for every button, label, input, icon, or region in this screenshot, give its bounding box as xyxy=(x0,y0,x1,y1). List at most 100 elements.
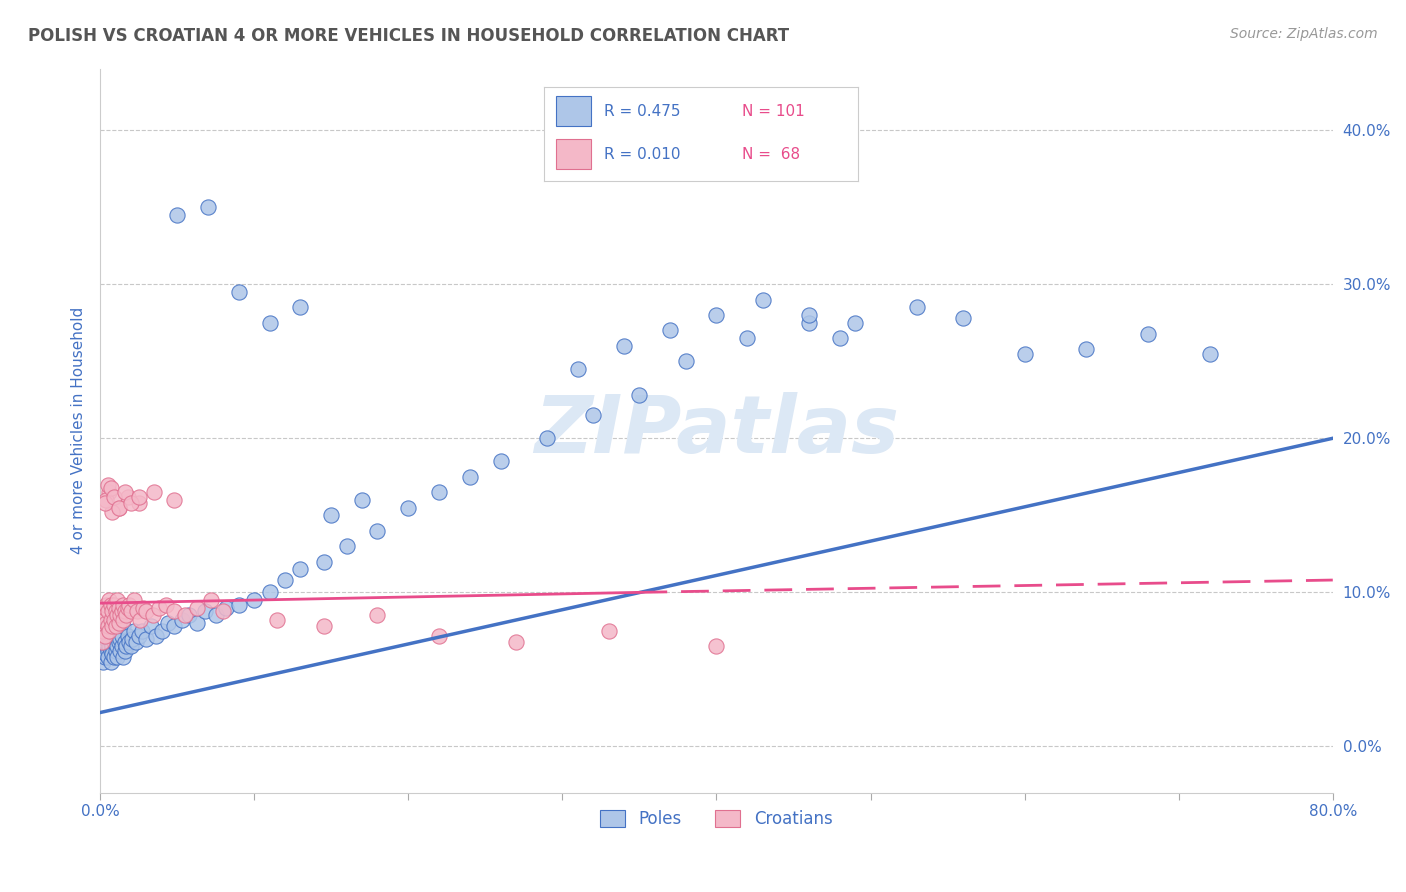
Point xyxy=(100,634,122,648)
Point xyxy=(312,619,335,633)
Point xyxy=(186,600,208,615)
Point xyxy=(98,593,121,607)
Point xyxy=(114,644,136,658)
Point xyxy=(120,496,142,510)
Point xyxy=(101,640,124,654)
Point xyxy=(274,573,297,587)
Point xyxy=(120,640,142,654)
Point xyxy=(100,613,122,627)
Point xyxy=(101,619,124,633)
Point xyxy=(1076,342,1098,356)
Point xyxy=(148,600,170,615)
Point xyxy=(352,492,374,507)
Point xyxy=(114,634,136,648)
Point xyxy=(150,624,173,638)
Point xyxy=(336,539,359,553)
Point xyxy=(101,647,124,661)
Point xyxy=(103,598,125,612)
Point xyxy=(751,293,773,307)
Point xyxy=(107,600,129,615)
Point xyxy=(91,624,114,638)
Point xyxy=(96,619,118,633)
Point xyxy=(312,555,335,569)
Point xyxy=(103,490,125,504)
Point xyxy=(366,524,388,538)
Point xyxy=(112,650,135,665)
Point xyxy=(170,613,193,627)
Point xyxy=(112,619,135,633)
Point xyxy=(105,608,128,623)
Point xyxy=(98,485,121,500)
Point xyxy=(952,311,974,326)
Point xyxy=(108,644,131,658)
Point xyxy=(166,208,188,222)
Point xyxy=(173,608,195,623)
Point xyxy=(101,505,124,519)
Point xyxy=(96,647,118,661)
Point xyxy=(135,632,157,646)
Point xyxy=(129,613,152,627)
Point xyxy=(243,593,266,607)
Point xyxy=(115,640,138,654)
Point xyxy=(259,316,281,330)
Point xyxy=(98,624,121,638)
Point xyxy=(98,632,121,646)
Point xyxy=(107,624,129,638)
Point xyxy=(706,308,728,322)
Point xyxy=(122,624,145,638)
Point xyxy=(101,604,124,618)
Point xyxy=(215,600,238,615)
Point xyxy=(155,598,177,612)
Point xyxy=(156,616,179,631)
Point xyxy=(145,628,167,642)
Point xyxy=(212,604,235,618)
Point xyxy=(90,634,112,648)
Point xyxy=(427,485,450,500)
Y-axis label: 4 or more Vehicles in Household: 4 or more Vehicles in Household xyxy=(72,307,86,554)
Point xyxy=(98,624,121,638)
Point xyxy=(91,608,114,623)
Point xyxy=(396,500,419,515)
Point xyxy=(94,496,117,510)
Point xyxy=(128,490,150,504)
Point xyxy=(105,650,128,665)
Point xyxy=(111,640,134,654)
Point xyxy=(107,616,129,631)
Point xyxy=(675,354,697,368)
Point xyxy=(128,628,150,642)
Point xyxy=(582,408,605,422)
Point xyxy=(104,619,127,633)
Point xyxy=(90,640,112,654)
Point xyxy=(100,644,122,658)
Point xyxy=(105,628,128,642)
Point xyxy=(613,339,636,353)
Point xyxy=(105,640,128,654)
Point xyxy=(141,608,163,623)
Point xyxy=(143,485,166,500)
Point xyxy=(321,508,343,523)
Point xyxy=(567,362,589,376)
Point xyxy=(103,613,125,627)
Point xyxy=(659,323,682,337)
Point xyxy=(128,496,150,510)
Point xyxy=(200,593,222,607)
Point xyxy=(104,644,127,658)
Point xyxy=(103,634,125,648)
Point xyxy=(131,624,153,638)
Point xyxy=(628,388,651,402)
Point xyxy=(366,608,388,623)
Point xyxy=(103,650,125,665)
Point xyxy=(97,477,120,491)
Point xyxy=(121,632,143,646)
Point xyxy=(105,593,128,607)
Point xyxy=(797,308,820,322)
Point xyxy=(91,624,114,638)
Point xyxy=(118,598,141,612)
Point xyxy=(905,301,928,315)
Point xyxy=(97,604,120,618)
Point xyxy=(266,613,288,627)
Text: ZIPatlas: ZIPatlas xyxy=(534,392,898,469)
Point xyxy=(96,598,118,612)
Point xyxy=(97,619,120,633)
Point xyxy=(94,600,117,615)
